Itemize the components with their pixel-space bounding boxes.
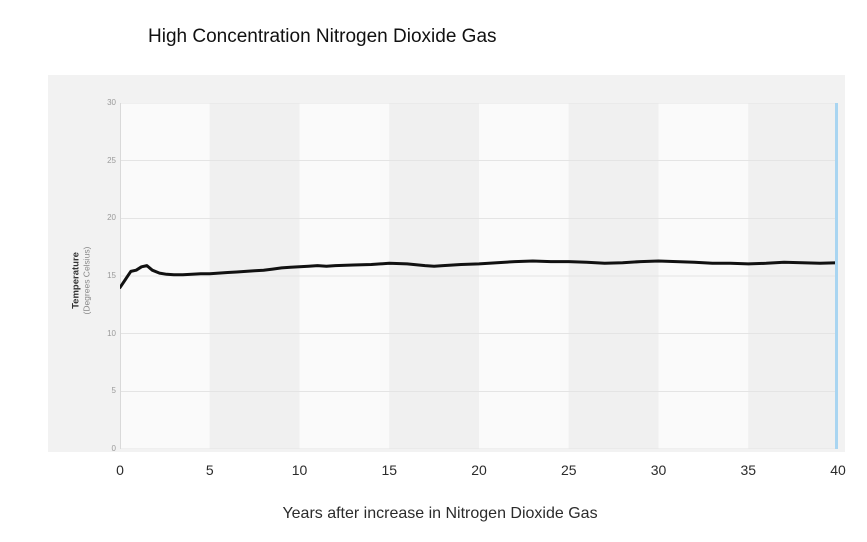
temperature-line [120, 259, 838, 289]
y-axis-title-units: (Degrees Celsius) [81, 245, 92, 315]
x-tick-label: 0 [116, 462, 124, 478]
x-tick-label: 35 [740, 462, 757, 478]
y-tick-label: 25 [107, 155, 116, 165]
y-tick-label: 10 [107, 328, 116, 338]
y-axis-title-text: Temperature [70, 251, 82, 309]
y-tick-label: 0 [111, 444, 116, 453]
x-tick-label: 15 [381, 462, 398, 478]
y-tick-label: 20 [107, 213, 116, 223]
chart-title: High Concentration Nitrogen Dioxide Gas [148, 26, 497, 47]
y-tick-label: 15 [107, 271, 116, 280]
y-tick-label: 30 [107, 98, 116, 107]
x-axis-title: Years after increase in Nitrogen Dioxide… [282, 505, 598, 522]
plot-area[interactable] [120, 103, 838, 449]
x-tick-label: 5 [205, 462, 214, 478]
y-tick-label: 5 [111, 386, 116, 396]
x-tick-label: 30 [650, 462, 667, 478]
x-tick-label: 10 [291, 462, 308, 478]
x-tick-label: 40 [830, 462, 846, 478]
x-tick-label: 20 [471, 462, 487, 478]
x-tick-label: 25 [560, 462, 577, 478]
